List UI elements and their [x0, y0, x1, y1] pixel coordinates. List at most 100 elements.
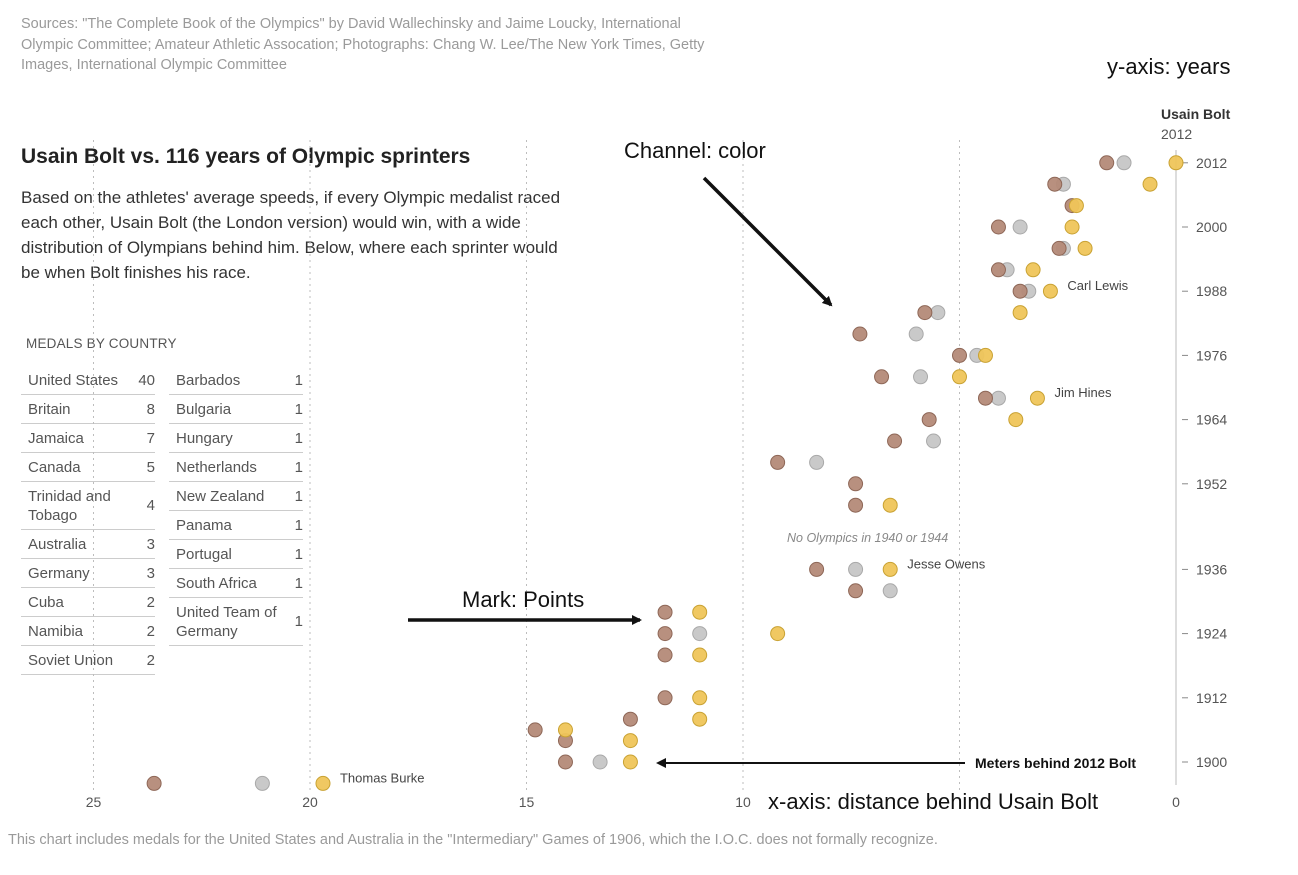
silver-point: [592, 754, 608, 770]
medal-count: 2: [146, 593, 155, 611]
y-tick-label: 1952: [1196, 476, 1227, 492]
bronze-point: [146, 775, 162, 791]
medal-row: United States 40: [21, 366, 155, 395]
gold-point: [952, 369, 967, 385]
medal-country: Trinidad and Tobago: [28, 487, 111, 524]
axes: 1900191219241936195219641976198820002012…: [86, 150, 1227, 810]
silver-point: [882, 583, 898, 599]
medal-country: Hungary: [176, 429, 233, 447]
silver-point: [692, 626, 708, 642]
medal-row: United Team of Germany 1: [169, 598, 303, 646]
medal-count: 2: [146, 651, 155, 669]
y-tick-label: 1988: [1196, 283, 1227, 299]
medal-count: 3: [146, 564, 155, 582]
medal-row: Portugal 1: [169, 540, 303, 569]
medal-country: New Zealand: [176, 487, 265, 505]
medal-country: Jamaica: [28, 429, 84, 447]
medal-country: United States: [28, 371, 119, 389]
medal-country: South Africa: [176, 574, 257, 592]
bronze-point: [557, 754, 573, 770]
medal-count: 1: [294, 400, 303, 418]
medal-row: Britain 8: [21, 395, 155, 424]
gold-point: [1012, 305, 1028, 321]
medal-country: Cuba: [28, 593, 64, 611]
annotations: Channel: color Mark: Points y-axis: year…: [408, 54, 1231, 814]
medal-country: Australia: [28, 535, 87, 553]
x-tick-label: 20: [302, 794, 318, 810]
chart-description: Based on the athletes' average speeds, i…: [21, 188, 561, 282]
silver-point: [930, 305, 946, 321]
medal-row: Barbados 1: [169, 366, 303, 395]
silver-point: [848, 561, 864, 577]
bronze-point: [848, 583, 864, 599]
bronze-point: [1047, 176, 1063, 192]
x-tick-label: 0: [1172, 794, 1180, 810]
medal-count: 8: [146, 400, 155, 418]
bronze-point: [977, 390, 993, 406]
medal-count: 1: [294, 545, 303, 563]
medal-row: Namibia 2: [21, 617, 155, 646]
medal-count: 1: [294, 516, 303, 534]
gold-point: [1008, 412, 1024, 428]
medal-count: 1: [294, 613, 303, 630]
medal-row: Netherlands 1: [169, 453, 303, 482]
x-tick-label: 25: [86, 794, 102, 810]
medal-row: Germany 3: [21, 559, 155, 588]
no-olympics-note: No Olympics in 1940 or 1944: [787, 531, 948, 545]
medal-row: Hungary 1: [169, 424, 303, 453]
silver-point: [1116, 155, 1132, 171]
bronze-point: [657, 647, 673, 663]
footnote: This chart includes medals for the Unite…: [8, 832, 938, 848]
medal-country: Portugal: [176, 545, 232, 563]
silver-point: [254, 775, 270, 791]
medal-country: Namibia: [28, 622, 84, 640]
silver-point: [908, 326, 924, 342]
bronze-point: [657, 690, 673, 706]
bronze-point: [887, 433, 903, 449]
medal-country: United Team of Germany: [176, 603, 277, 640]
annotation-mark: Mark: Points: [462, 587, 584, 612]
bronze-point: [809, 561, 825, 577]
bronze-point: [657, 626, 673, 642]
y-tick-label: 1964: [1196, 412, 1227, 428]
gold-point: [770, 626, 786, 642]
bronze-point: [848, 497, 864, 513]
gold-point: [1142, 176, 1158, 192]
gold-point: [1042, 283, 1058, 299]
bronze-point: [622, 711, 638, 727]
gold-point: [1064, 219, 1080, 235]
bronze-point: [852, 326, 868, 342]
gold-point: [692, 690, 708, 706]
medal-row: South Africa 1: [169, 569, 303, 598]
y-tick-label: 1976: [1196, 347, 1227, 363]
medal-row: Panama 1: [169, 511, 303, 540]
medal-count: 5: [146, 458, 155, 476]
medal-count: 1: [294, 487, 303, 505]
medal-count: 1: [294, 458, 303, 476]
bolt-year: 2012: [1161, 126, 1192, 142]
bronze-point: [917, 305, 933, 321]
athlete-label: Thomas Burke: [340, 770, 425, 785]
y-tick-label: 2012: [1196, 155, 1227, 171]
medal-country: Soviet Union: [28, 651, 114, 669]
medal-count: 1: [294, 371, 303, 389]
medal-count: 1: [294, 574, 303, 592]
gold-point: [1029, 390, 1045, 406]
silver-point: [926, 433, 942, 449]
gold-point: [1168, 155, 1184, 171]
annotation-yaxis: y-axis: years: [1107, 54, 1230, 79]
annotation-xaxis: x-axis: distance behind Usain Bolt: [768, 789, 1098, 814]
gold-point: [692, 711, 708, 727]
gold-point: [692, 647, 708, 663]
medal-country: Bulgaria: [176, 400, 232, 418]
silver-point: [913, 369, 929, 385]
gold-point: [622, 733, 638, 749]
medal-country: Netherlands: [176, 458, 257, 476]
medals-table-right: Barbados 1 Bulgaria 1 Hungary 1 Netherlands…: [169, 366, 303, 646]
bronze-point: [657, 604, 673, 620]
medal-country: Canada: [28, 458, 81, 476]
x-tick-label: 10: [735, 794, 751, 810]
silver-point: [809, 454, 825, 470]
medal-row: New Zealand 1: [169, 482, 303, 511]
